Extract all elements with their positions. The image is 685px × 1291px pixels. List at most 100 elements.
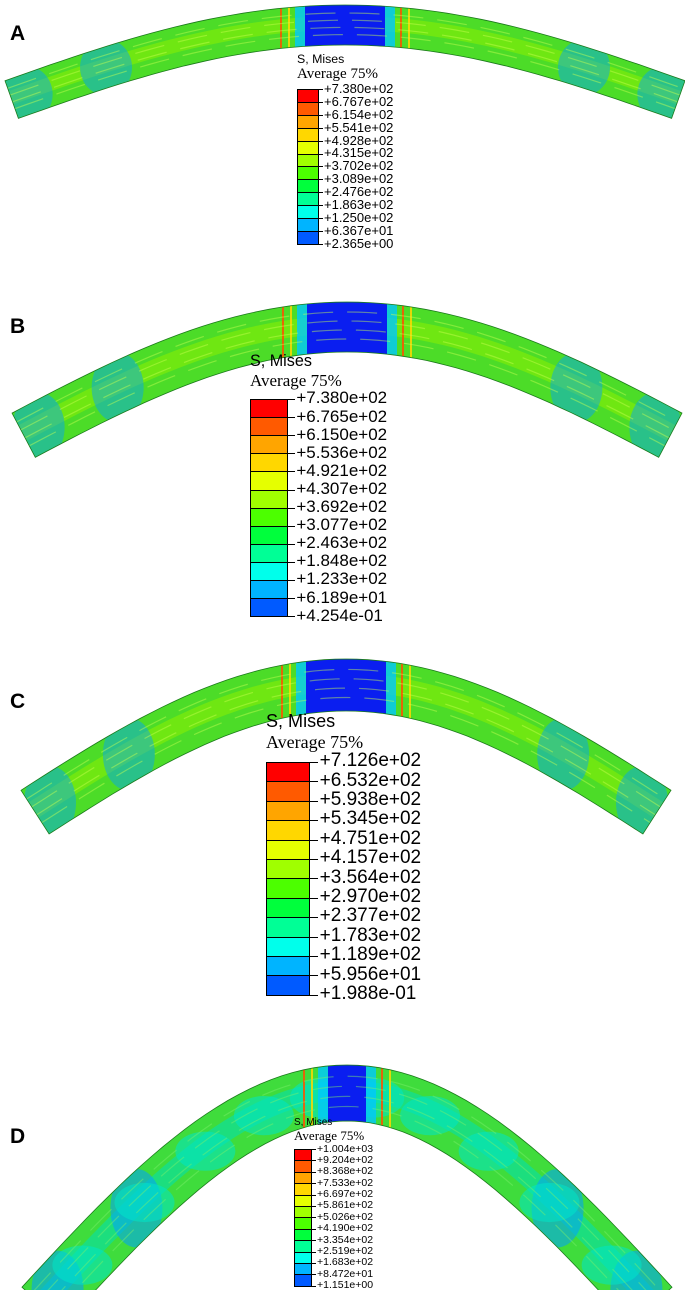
legend-tick (288, 399, 295, 400)
legend-tick (288, 417, 295, 419)
legend-value: +6.189e+01 (296, 587, 388, 607)
legend-value: +4.254e-01 (296, 605, 383, 625)
legend-color-band (250, 580, 288, 600)
legend-tick (310, 897, 318, 899)
legend-b: S, Mises Average 75% +7.380e+02 +6.765e+02 +… (250, 352, 416, 625)
pipe-bend-model-c (20, 658, 672, 835)
legend-value: +6.767e+02 (324, 93, 394, 109)
legend-subtitle: Average 75% (250, 371, 342, 390)
legend-value: +1.250e+02 (324, 209, 394, 225)
legend-tick (319, 153, 323, 155)
legend-tick (310, 800, 318, 802)
legend-tick (319, 89, 323, 90)
legend-tick (310, 975, 318, 977)
legend-value: +8.368e+02 (317, 1165, 374, 1178)
legend-color-band (266, 975, 310, 996)
panel-d: D S, Mises Average 75% +1.004e+03 +9.204e+0… (0, 1045, 685, 1291)
legend-tick (288, 507, 295, 509)
legend-value: +5.938e+02 (319, 789, 422, 811)
legend-color-band (294, 1228, 312, 1242)
legend-color-band (250, 561, 288, 581)
legend-value: +4.157e+02 (319, 847, 422, 869)
legend-tick (310, 917, 318, 919)
legend-value: +9.204e+02 (317, 1153, 374, 1166)
panel-label-b: B (10, 315, 26, 338)
legend-color-band (297, 127, 319, 142)
legend-tick (288, 471, 295, 473)
legend-tick (312, 1149, 316, 1150)
legend-color-band (266, 917, 310, 938)
legend-value: +2.463e+02 (296, 533, 388, 553)
legend-tick (288, 543, 295, 545)
legend-tick (312, 1206, 316, 1207)
legend-color-band (266, 839, 310, 860)
legend-tick (312, 1285, 316, 1287)
legend-value: +2.970e+02 (319, 886, 422, 908)
legend-value: +4.315e+02 (324, 145, 394, 161)
legend-color-band (294, 1160, 312, 1173)
legend-tick (312, 1263, 316, 1264)
legend-color-band (297, 205, 319, 219)
legend-color-band (297, 114, 319, 129)
legend-value: +7.126e+02 (319, 750, 422, 772)
legend-tick (312, 1183, 316, 1185)
legend-value: +6.154e+02 (324, 106, 394, 122)
legend-tick (319, 140, 323, 142)
legend-tick (288, 489, 295, 491)
legend-tick (319, 179, 323, 181)
legend-value: +5.026e+02 (317, 1210, 374, 1223)
legend-color-band (250, 471, 288, 491)
legend-tick (288, 453, 295, 455)
legend-value: +4.751e+02 (319, 827, 422, 849)
legend-color-band (250, 525, 288, 545)
legend-value: +2.365e+00 (324, 235, 394, 251)
legend-tick (319, 101, 323, 103)
legend-color-band (250, 598, 288, 618)
legend-value: +2.377e+02 (319, 905, 422, 927)
legend-color-band (266, 897, 310, 919)
legend-colorbar-frame (294, 1149, 312, 1287)
legend-value: +7.533e+02 (317, 1176, 374, 1189)
legend-color-band (294, 1206, 312, 1219)
legend-color-band (297, 218, 319, 232)
legend-value: +7.380e+02 (296, 388, 388, 408)
legend-color-band (297, 192, 319, 207)
legend-tick (288, 561, 295, 563)
legend-tick (310, 936, 318, 938)
legend-d: S, Mises Average 75% +1.004e+03 +9.204e+02 +… (294, 1117, 391, 1291)
pipe-bend-model-a (4, 4, 685, 119)
legend-color-band (266, 820, 310, 841)
legend-tick (312, 1194, 316, 1196)
legend-tick (319, 230, 323, 232)
legend-title: S, Mises (294, 1117, 333, 1128)
legend-colorbar-frame (266, 762, 310, 996)
legend-value: +3.077e+02 (296, 515, 388, 535)
legend-value: +2.519e+02 (317, 1245, 374, 1258)
legend-tick (310, 994, 318, 996)
legend-color-band (297, 230, 319, 245)
legend-tick (319, 114, 323, 116)
legend-color-band (250, 489, 288, 509)
legend-value: +7.380e+02 (324, 80, 394, 96)
legend-tick (288, 598, 295, 600)
legend-value: +5.536e+02 (296, 442, 388, 462)
legend-color-band (250, 543, 288, 563)
legend-color-band (266, 936, 310, 957)
pipe-bend-model-b (11, 301, 683, 458)
legend-tick (319, 243, 323, 245)
panel-b: B S, Mises Average 75% +7.380e+02 +6.765e+0… (0, 290, 685, 645)
legend-tick (310, 762, 318, 763)
panel-label-a: A (10, 22, 26, 45)
legend-subtitle: Average 75% (297, 66, 378, 82)
panel-c: C S, Mises Average 75% +7.126e+02 +6.532e+0… (0, 645, 685, 1045)
legend-tick (312, 1240, 316, 1242)
legend-tick (288, 435, 295, 437)
legend-tick (288, 616, 295, 618)
legend-color-band (294, 1274, 312, 1287)
legend-value: +8.472e+01 (317, 1267, 374, 1280)
legend-tick (310, 781, 318, 783)
legend-color-band (250, 453, 288, 473)
legend-color-band (266, 878, 310, 899)
legend-value: +3.702e+02 (324, 158, 394, 174)
legend-tick (310, 878, 318, 880)
